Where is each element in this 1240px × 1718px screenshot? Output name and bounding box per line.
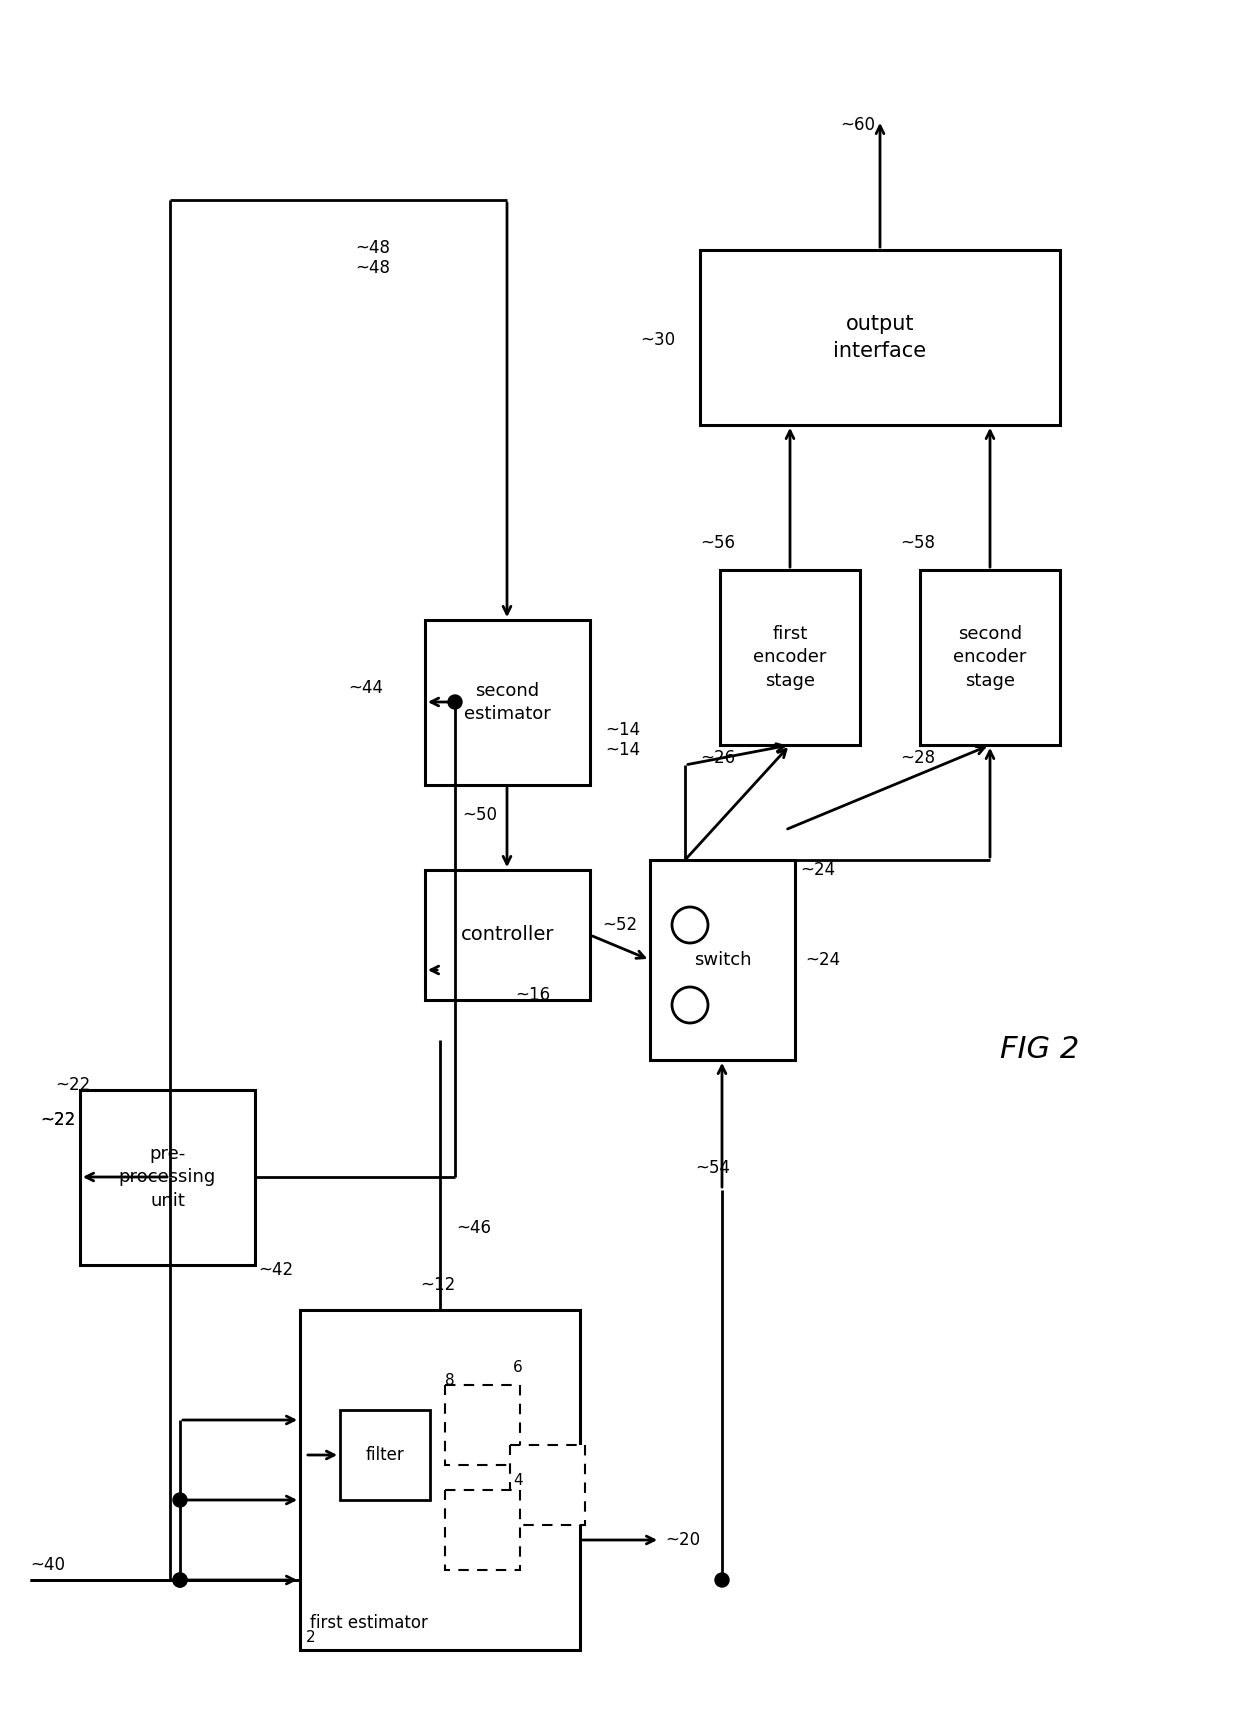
Text: ~58: ~58 (900, 534, 935, 551)
Text: ~56: ~56 (701, 534, 735, 551)
Circle shape (672, 988, 708, 1022)
Text: ~22: ~22 (40, 1112, 76, 1129)
Circle shape (715, 1574, 729, 1587)
Text: ~14: ~14 (605, 722, 640, 739)
Circle shape (672, 907, 708, 943)
Bar (445, 1490, 520, 1570)
Bar (81, 1089, 255, 1264)
Bar (445, 1385, 520, 1465)
Text: ~44: ~44 (348, 679, 383, 698)
Text: ~22: ~22 (55, 1075, 91, 1094)
Text: ~12: ~12 (420, 1276, 455, 1294)
Text: output
interface: output interface (833, 314, 926, 361)
Bar (425, 620, 590, 785)
Text: 4: 4 (513, 1472, 522, 1488)
Text: ~50: ~50 (463, 806, 497, 825)
Text: ~30: ~30 (640, 332, 675, 349)
Bar (300, 1311, 580, 1649)
Bar (425, 869, 590, 1000)
Text: ~16: ~16 (515, 986, 551, 1003)
Bar (920, 570, 1060, 746)
Bar (701, 251, 1060, 424)
Text: ~22: ~22 (40, 1112, 76, 1129)
Circle shape (174, 1574, 187, 1587)
Text: first estimator: first estimator (310, 1613, 428, 1632)
Text: FIG 2: FIG 2 (999, 1036, 1079, 1065)
Text: second
estimator: second estimator (464, 682, 551, 723)
Text: filter: filter (366, 1447, 404, 1464)
Bar (720, 570, 861, 746)
Text: second
encoder
stage: second encoder stage (954, 625, 1027, 691)
Bar (650, 861, 795, 1060)
Text: switch: switch (693, 952, 751, 969)
Text: ~28: ~28 (900, 749, 935, 766)
Text: ~60: ~60 (839, 117, 875, 134)
Bar (340, 1410, 430, 1500)
Text: ~26: ~26 (701, 749, 735, 766)
Text: ~48: ~48 (355, 259, 391, 277)
Text: first
encoder
stage: first encoder stage (754, 625, 827, 691)
Text: ~52: ~52 (601, 916, 637, 935)
Text: ~48: ~48 (355, 239, 391, 258)
Bar (510, 1445, 585, 1526)
Text: ~24: ~24 (805, 952, 841, 969)
Text: ~20: ~20 (665, 1531, 701, 1550)
Text: 6: 6 (513, 1361, 523, 1374)
Circle shape (174, 1574, 187, 1587)
Circle shape (174, 1493, 187, 1507)
Text: ~54: ~54 (694, 1160, 730, 1177)
Circle shape (448, 696, 463, 710)
Text: ~42: ~42 (258, 1261, 293, 1278)
Text: 2: 2 (306, 1630, 316, 1646)
Text: ~24: ~24 (800, 861, 835, 880)
Text: ~40: ~40 (30, 1557, 64, 1574)
Text: pre-
processing
unit: pre- processing unit (119, 1144, 216, 1209)
Text: ~46: ~46 (456, 1220, 491, 1237)
Text: controller: controller (461, 926, 554, 945)
Text: 8: 8 (445, 1373, 455, 1388)
Text: ~14: ~14 (605, 740, 640, 759)
